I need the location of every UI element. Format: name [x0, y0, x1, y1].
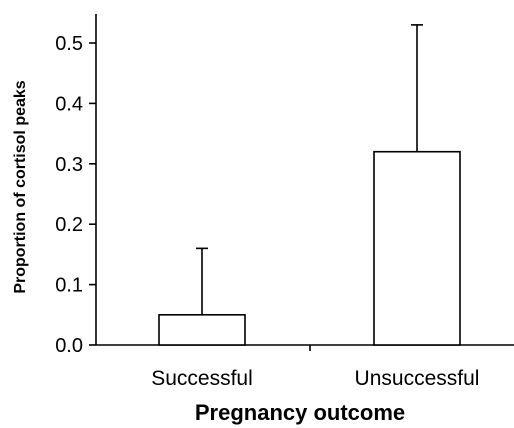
bars [158, 150, 461, 346]
y-tick-label: 0.3 [55, 154, 83, 176]
x-tick-label: Successful [151, 367, 253, 390]
bar-unsuccessful [373, 150, 461, 346]
y-tick-label: 0.2 [55, 214, 83, 236]
x-axis-title: Pregnancy outcome [195, 400, 405, 425]
bar-successful [158, 313, 246, 346]
x-tick-label: Unsuccessful [355, 367, 480, 390]
y-ticks: 0.0 0.1 0.2 0.3 0.4 0.5 [55, 33, 96, 357]
y-tick-label: 0.4 [55, 93, 83, 115]
y-tick-label: 0.5 [55, 33, 83, 55]
y-axis-title: Proportion of cortisol peaks [12, 80, 29, 293]
y-tick-label: 0.0 [55, 335, 83, 357]
error-bars [196, 24, 423, 315]
plot-area: 0.0 0.1 0.2 0.3 0.4 0.5 Successful Unsuccessfu… [55, 14, 514, 390]
x-tick-labels: Successful Unsuccessful [151, 345, 479, 390]
y-tick-label: 0.1 [55, 275, 83, 297]
